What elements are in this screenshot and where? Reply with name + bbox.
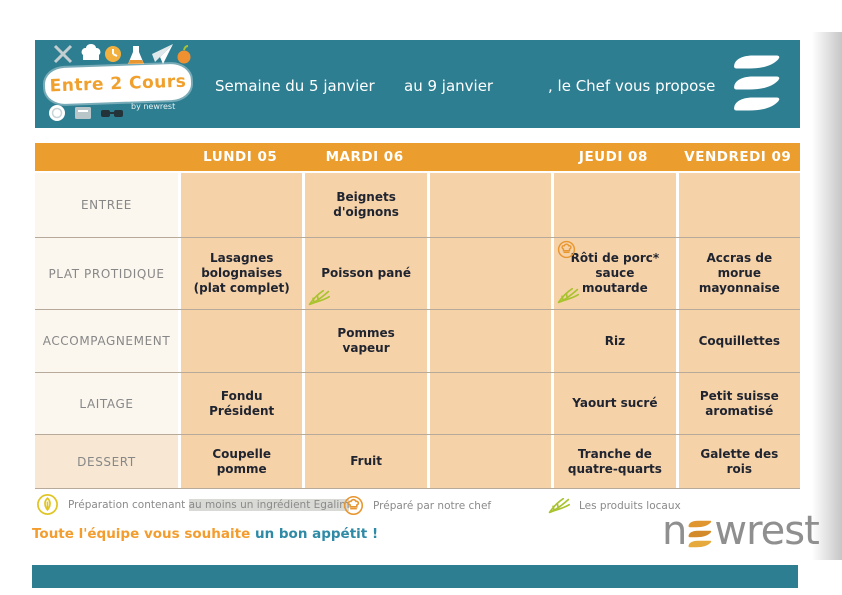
menu-cell: Riz — [554, 310, 676, 372]
day-header-row: LUNDI 05 MARDI 06 JEUDI 08 VENDREDI 09 — [35, 143, 800, 171]
local-wheat-icon — [548, 497, 570, 514]
menu-cell — [429, 310, 552, 372]
legend-item-local: Les produits locaux — [548, 497, 681, 514]
menu-cell: Rôti de porc* sauce moutarde — [554, 238, 676, 309]
legend-text: Préparé par notre chef — [373, 499, 492, 512]
menu-cell — [181, 310, 303, 372]
day-header-vendredi: VENDREDI 09 — [684, 149, 792, 165]
logo-decor-icons-top — [53, 44, 191, 64]
menu-cell: Fondu Président — [181, 373, 303, 434]
apple-icon — [177, 45, 191, 64]
wish-teal-part: un bon appétit ! — [254, 526, 379, 542]
legend-item-egalim: Préparation contenant au moins un ingréd… — [36, 493, 350, 516]
menu-cell: Petit suisse aromatisé — [678, 373, 800, 434]
menu-cell: Yaourt sucré — [554, 373, 676, 434]
newrest-gold-wings-icon — [688, 520, 712, 548]
logo-letter-n: n — [662, 508, 687, 554]
brand-name: Entre 2 Cours — [49, 71, 187, 97]
day-header-mardi: MARDI 06 — [325, 149, 404, 165]
table-row-dessert: DESSERT Coupelle pomme Fruit Tranche de … — [35, 435, 800, 489]
cell-text: Rôti de porc* sauce moutarde — [570, 251, 660, 295]
menu-cell — [554, 173, 676, 237]
day-header-jeudi: JEUDI 08 — [578, 149, 648, 165]
chef-hat-icon — [343, 495, 364, 516]
entre2cours-logo: Entre 2 Cours by newrest — [43, 44, 201, 126]
legend-bar: Préparation contenant au moins un ingréd… — [35, 493, 800, 521]
menu-cell: Lasagnes bolognaises (plat complet) — [181, 238, 303, 309]
logo-decor-icons-bottom — [49, 105, 123, 121]
brand-byline: by newrest — [131, 102, 176, 111]
menu-cell — [429, 435, 552, 488]
glasses-icon — [101, 110, 123, 117]
row-label: ACCOMPAGNEMENT — [35, 310, 178, 372]
menu-cell: Tranche de quatre-quarts — [554, 435, 676, 488]
menu-cell — [305, 373, 427, 434]
row-label: ENTREE — [35, 173, 178, 237]
week-from-text: Semaine du 5 janvier — [215, 77, 375, 95]
menu-cell — [429, 173, 552, 237]
chef-propose-text: , le Chef vous propose — [548, 77, 716, 95]
menu-cell — [429, 373, 552, 434]
bottom-teal-bar — [32, 565, 798, 588]
utensils-icon — [53, 44, 73, 64]
chef-prepared-icon — [558, 240, 576, 259]
logo-blob: Entre 2 Cours — [44, 63, 192, 105]
flask-icon — [128, 46, 144, 64]
menu-cell: Accras de morue mayonnaise — [678, 238, 800, 309]
book-icon — [75, 107, 91, 119]
table-row-plat: PLAT PROTIDIQUE Lasagnes bolognaises (pl… — [35, 238, 800, 310]
row-label: LAITAGE — [35, 373, 178, 434]
menu-table: ENTREE Beignets d'oignons PLAT PROTIDIQU… — [35, 173, 800, 489]
paper-plane-icon — [152, 44, 173, 64]
legend-item-chef: Préparé par notre chef — [343, 495, 491, 516]
table-row-entree: ENTREE Beignets d'oignons — [35, 173, 800, 238]
cell-text: Poisson pané — [321, 266, 411, 280]
newrest-logo: n wrest — [662, 508, 820, 554]
plate-icon — [49, 105, 65, 121]
menu-cell — [429, 238, 552, 309]
menu-cell — [181, 173, 303, 237]
menu-cell — [678, 173, 800, 237]
menu-cell: Fruit — [305, 435, 427, 488]
logo-letters-wrest: wrest — [714, 508, 819, 554]
row-label: DESSERT — [35, 435, 178, 488]
menu-cell: Pommes vapeur — [305, 310, 427, 372]
menu-cell: Galette des rois — [678, 435, 800, 488]
chef-hat-icon — [81, 44, 101, 60]
day-header-lundi: LUNDI 05 — [203, 149, 278, 165]
clock-icon — [105, 46, 121, 62]
menu-cell: Poisson pané — [305, 238, 427, 309]
table-row-laitage: LAITAGE Fondu Président Yaourt sucré Pet… — [35, 373, 800, 435]
legend-text: Les produits locaux — [579, 499, 681, 512]
local-products-icon — [558, 287, 580, 304]
wish-orange-part: Toute l'équipe vous souhaite — [32, 526, 255, 542]
menu-cell: Coupelle pomme — [181, 435, 303, 488]
legend-text: Préparation contenant au moins un ingréd… — [68, 498, 350, 511]
week-to-text: au 9 janvier — [404, 77, 494, 95]
menu-cell: Coquillettes — [678, 310, 800, 372]
header-banner: Entre 2 Cours by newrest Semaine du 5 ja… — [35, 40, 800, 128]
menu-cell: Beignets d'oignons — [305, 173, 427, 237]
row-label: PLAT PROTIDIQUE — [35, 238, 178, 309]
egalim-leaf-icon — [37, 494, 58, 515]
newrest-wings-icon — [733, 54, 781, 112]
bon-appetit-text: Toute l'équipe vous souhaite un bon appé… — [32, 526, 378, 542]
scan-edge-shadow — [812, 32, 842, 560]
local-products-icon — [309, 289, 331, 306]
table-row-accompagnement: ACCOMPAGNEMENT Pommes vapeur Riz Coquill… — [35, 310, 800, 373]
